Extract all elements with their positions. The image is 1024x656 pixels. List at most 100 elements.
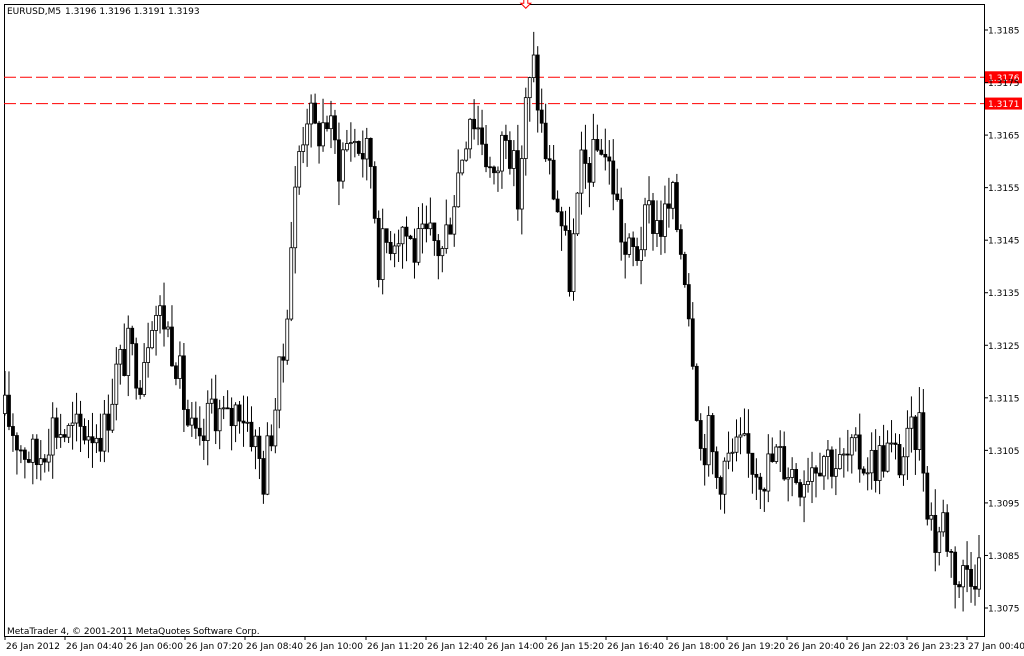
candle-body-bear: [949, 551, 954, 553]
level-label-box: [985, 97, 1022, 110]
candle-body-bear: [830, 449, 834, 477]
candle-body-bull: [833, 468, 838, 477]
candle-body-bull: [86, 436, 91, 441]
candle-body-bear: [174, 365, 178, 379]
candle-body-bull: [730, 451, 735, 454]
x-tick-label: 26 Jan 22:03: [848, 642, 905, 652]
candle-body-bull: [289, 247, 294, 320]
candle-body-bear: [682, 254, 687, 285]
candle-body-bear: [388, 241, 393, 254]
candle-body-bear: [480, 127, 484, 145]
candle-body-bull: [352, 141, 357, 144]
candle-body-bull: [277, 356, 282, 411]
candle-body-bull: [189, 417, 194, 426]
candle-body-bear: [19, 449, 23, 452]
candle-body-bear: [62, 434, 67, 438]
candle-body-bear: [492, 166, 496, 174]
candle-body-bull: [523, 97, 528, 159]
candle-body-bear: [814, 467, 818, 474]
candle-body-bear: [794, 469, 799, 483]
candle-body-bull: [802, 484, 806, 498]
candle-body-bull: [511, 150, 516, 169]
candle-body-bear: [269, 435, 274, 447]
candle-body-bull: [738, 434, 743, 438]
candle-body-bear: [515, 150, 520, 210]
y-tick-label: 1.3085: [988, 552, 1020, 562]
candle-body-bear: [162, 305, 166, 330]
candle-body-bull: [778, 446, 783, 448]
candle-body-bull: [205, 402, 210, 441]
candle-body-bull: [575, 192, 580, 235]
y-axis: 1.3185 1.3175 1.3165 1.3155 1.3145 1.3135 1.31…: [984, 27, 1020, 615]
candle-body-bear: [372, 166, 377, 219]
y-tick-label: 1.3175: [988, 79, 1020, 89]
y-tick-label: 1.3165: [988, 132, 1020, 142]
candle-body-bear: [555, 198, 560, 213]
candle-body-bear: [249, 421, 254, 448]
candle-body-bull: [591, 139, 596, 183]
candle-body-bear: [583, 149, 588, 164]
candle-body-bull: [118, 349, 123, 365]
candle-body-bull: [670, 182, 675, 209]
candle-body-bull: [301, 144, 306, 152]
candle-body-bull: [977, 557, 981, 590]
candle-body-bull: [344, 143, 349, 151]
candle-body-bear: [559, 211, 564, 227]
candle-body-bear: [535, 54, 540, 111]
candle-body-bull: [452, 206, 457, 235]
candle-body-bear: [969, 568, 973, 587]
candle-body-bear: [213, 398, 218, 432]
candle-body-bear: [762, 488, 767, 492]
level-label: 1.3171: [988, 100, 1020, 110]
candle-body-bear: [893, 442, 898, 445]
candle-body-bear: [710, 415, 715, 453]
x-tick-label: 26 Jan 06:00: [126, 642, 183, 652]
candle-body-bull: [460, 159, 465, 174]
candle-body-bear: [973, 586, 977, 590]
candle-body-bull: [655, 220, 659, 234]
y-tick-label: 1.3185: [988, 27, 1020, 37]
x-tick-label: 26 Jan 11:20: [367, 642, 424, 652]
candle-body-bull: [420, 223, 425, 230]
candle-body-bull: [74, 413, 79, 424]
candle-body-bull: [527, 77, 532, 99]
candle-body-bear: [925, 472, 930, 520]
candle-body-bear: [368, 137, 373, 167]
candle-body-bear: [659, 220, 663, 237]
candle-body-bull: [150, 330, 154, 349]
candle-body-bull: [774, 446, 779, 462]
candle-body-bear: [539, 109, 544, 124]
candle-body-bear: [953, 551, 958, 585]
candle-body-bull: [297, 151, 302, 188]
candle-body-bull: [329, 115, 333, 130]
candle-body-bear: [603, 153, 608, 158]
x-tick-label: 27 Jan 00:40: [968, 642, 1024, 652]
candle-body-bull: [285, 318, 290, 361]
candle-body-bear: [78, 413, 83, 427]
candle-body-bear: [607, 156, 612, 162]
candle-body-bull: [428, 222, 433, 230]
y-tick-label: 1.3125: [988, 342, 1020, 352]
candle-body-bull: [909, 416, 914, 429]
candle-body-bear: [412, 238, 417, 263]
x-tick-label: 26 Jan 14:00: [487, 642, 544, 652]
candle-body-bear: [758, 476, 763, 490]
level-label: 1.3176: [988, 74, 1020, 84]
candle-body-bull: [810, 467, 814, 482]
x-tick-label: 26 Jan 15:20: [547, 642, 604, 652]
plot-frame: [4, 4, 985, 637]
candle-body-bear: [317, 122, 321, 147]
candle-body-bull: [663, 203, 667, 237]
x-tick-label: 26 Jan 12:40: [427, 642, 484, 652]
candle-body-bull: [500, 134, 504, 172]
candle-body-bear: [181, 355, 186, 410]
candle-body-bull: [941, 512, 946, 533]
candle-body-bull: [734, 436, 739, 453]
candle-body-bear: [82, 425, 87, 441]
y-tick-label: 1.3135: [988, 289, 1020, 299]
candle-body-bear: [674, 182, 679, 230]
candle-body-bear: [921, 412, 926, 474]
candle-body-bull: [309, 102, 314, 125]
candle-body-bear: [770, 453, 775, 462]
candle-body-bull: [579, 149, 584, 194]
